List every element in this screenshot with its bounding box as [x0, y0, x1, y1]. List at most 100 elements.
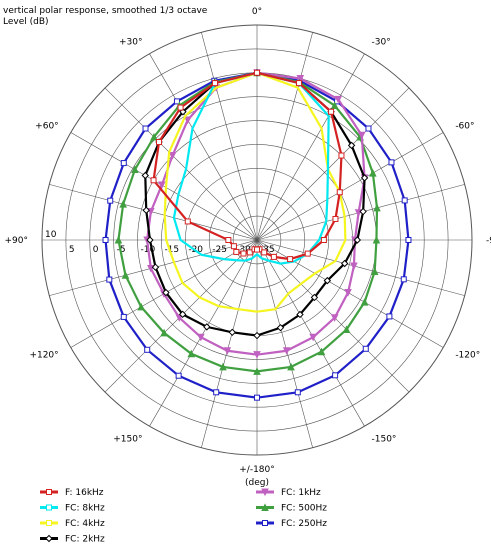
marker: [309, 333, 317, 342]
marker: [197, 333, 205, 342]
marker: [342, 325, 351, 334]
marker: [223, 347, 232, 355]
marker: [386, 313, 393, 320]
marker: [332, 215, 339, 222]
marker: [173, 98, 180, 105]
r-tick-label: -30: [236, 245, 251, 255]
marker: [287, 256, 294, 263]
marker: [262, 520, 268, 526]
marker: [334, 95, 343, 104]
marker: [330, 101, 339, 110]
theta-tick-label: +90°: [5, 236, 29, 246]
marker: [254, 246, 260, 253]
r-tick-label: -25: [212, 245, 227, 255]
spoke: [70, 132, 258, 241]
marker: [296, 80, 303, 87]
marker: [276, 323, 285, 332]
marker: [369, 168, 377, 177]
marker: [144, 346, 151, 353]
minor-spoke: [256, 239, 465, 296]
marker: [151, 263, 160, 271]
marker: [228, 328, 236, 337]
marker: [336, 189, 343, 196]
marker: [405, 237, 412, 243]
marker: [46, 504, 52, 511]
marker: [121, 271, 130, 279]
marker: [150, 132, 158, 141]
legend-label: FC: 250Hz: [281, 519, 327, 529]
legend-label: FC: 500Hz: [281, 504, 327, 514]
y-axis-label: Level (dB): [3, 17, 49, 27]
theta-tick-label: 0°: [252, 7, 262, 17]
marker: [141, 171, 149, 180]
marker: [304, 250, 311, 257]
marker: [168, 152, 177, 160]
theta-tick-label: +/-180°: [239, 465, 275, 475]
marker: [120, 160, 127, 167]
series: [114, 68, 381, 375]
marker: [45, 534, 53, 543]
marker: [365, 125, 372, 132]
marker: [150, 177, 157, 184]
marker: [294, 389, 301, 396]
minor-spoke: [256, 32, 313, 241]
marker: [219, 362, 227, 371]
marker: [184, 218, 191, 225]
marker: [142, 206, 150, 215]
marker: [359, 207, 367, 216]
marker: [328, 108, 335, 115]
marker: [362, 345, 369, 352]
minor-spoke: [256, 87, 410, 241]
marker: [203, 323, 211, 331]
marker: [310, 293, 319, 302]
line: [163, 71, 347, 313]
marker: [253, 331, 261, 340]
minor-spoke: [201, 32, 258, 241]
marker: [114, 235, 123, 244]
spoke: [256, 132, 444, 241]
line: [152, 71, 343, 261]
x-axis-label: (deg): [245, 478, 269, 488]
legend-label: FC: 1kHz: [281, 488, 321, 498]
legend-label: FC: 4kHz: [65, 519, 105, 529]
marker: [270, 253, 277, 260]
marker: [187, 349, 196, 358]
marker: [357, 131, 366, 140]
series: [150, 69, 345, 263]
marker: [388, 159, 395, 166]
marker: [46, 489, 52, 495]
marker: [137, 302, 145, 311]
marker: [230, 243, 237, 250]
theta-tick-label: -90°: [486, 236, 491, 246]
marker: [254, 69, 260, 76]
marker: [131, 165, 139, 174]
minor-spoke: [104, 87, 258, 241]
marker: [246, 249, 253, 256]
r-tick-label: -35: [260, 245, 275, 255]
marker: [330, 314, 339, 322]
theta-tick-label: -120°: [455, 351, 480, 361]
legend-label: FC: 2kHz: [65, 535, 105, 544]
marker: [179, 108, 187, 116]
marker: [146, 236, 154, 244]
marker: [175, 314, 184, 322]
legend-label: F: 16kHz: [65, 488, 104, 498]
marker: [213, 389, 220, 396]
marker: [106, 276, 113, 283]
marker: [183, 116, 192, 125]
marker: [175, 372, 182, 379]
series: [163, 71, 347, 313]
marker: [177, 104, 184, 111]
marker: [142, 125, 149, 132]
marker: [370, 267, 379, 276]
marker: [119, 200, 127, 208]
marker: [373, 203, 381, 212]
marker: [344, 289, 352, 297]
marker: [158, 181, 166, 190]
theta-tick-label: -60°: [455, 122, 474, 132]
marker: [240, 250, 247, 257]
marker: [225, 237, 232, 243]
marker: [332, 372, 339, 379]
theta-tick-label: +60°: [35, 122, 59, 132]
